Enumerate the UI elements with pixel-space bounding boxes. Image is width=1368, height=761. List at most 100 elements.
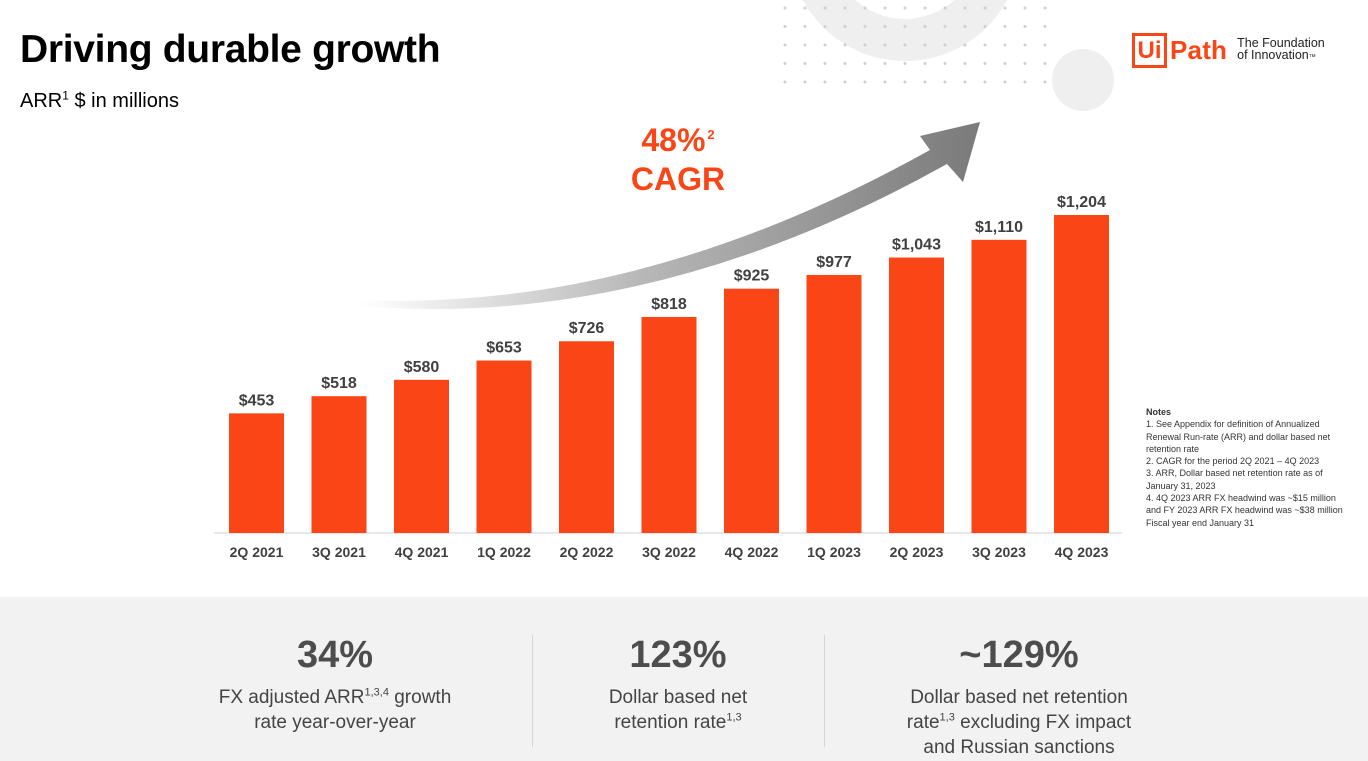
decor-dot <box>863 62 867 65</box>
category-tick-label: 4Q 2021 <box>395 544 449 560</box>
decor-dot <box>1023 80 1027 84</box>
decor-dot <box>983 62 987 65</box>
decor-dot <box>883 6 887 10</box>
bar-value-label: $580 <box>404 359 440 376</box>
decor-dot <box>923 25 927 28</box>
decor-dot <box>963 43 967 47</box>
decor-dot <box>1023 25 1027 28</box>
bar-value-label: $925 <box>734 268 770 285</box>
note-5: Fiscal year end January 31 <box>1146 517 1255 528</box>
decor-dot <box>983 80 987 84</box>
bar-2q-2022 <box>559 341 614 533</box>
decor-dot <box>783 43 787 47</box>
bar-value-label: $1,204 <box>1057 194 1106 211</box>
arr-bar-chart: $453 $518 $580 $653 $726 $818 $925 $977 $1,043 $1… <box>214 122 1122 560</box>
kpi-value: 123% <box>629 634 727 676</box>
decor-dot <box>903 43 907 47</box>
kpi-net-retention-ex-fx: ~129% Dollar based net retention rate1,3… <box>860 633 1178 760</box>
decor-dot <box>823 25 827 28</box>
decor-dot <box>1003 43 1007 47</box>
page-title: Driving durable growth <box>20 28 441 71</box>
kpi-description: Dollar based net retention rate1,3 exclu… <box>906 687 1132 758</box>
note-4: 4. 4Q 2023 ARR FX headwind was ~$15 mill… <box>1146 493 1343 516</box>
decor-dot <box>843 6 847 10</box>
decor-dot <box>923 80 927 84</box>
decor-dot <box>943 80 947 84</box>
bar-value-label: $818 <box>651 296 687 313</box>
decor-circle <box>1052 49 1114 111</box>
decor-dot <box>923 6 927 10</box>
decor-dot <box>903 62 907 65</box>
note-2: 2. CAGR for the period 2Q 2021 – 4Q 2023 <box>1146 456 1320 467</box>
bar-4q-2022 <box>724 288 779 533</box>
decor-dot <box>1043 43 1047 47</box>
decor-dot <box>1023 43 1027 47</box>
notes-title: Notes <box>1146 407 1172 417</box>
decor-dot <box>1003 6 1007 10</box>
decor-dot <box>783 80 787 84</box>
decor-dot <box>823 80 827 84</box>
decor-dot <box>903 25 907 28</box>
decor-dot <box>823 43 827 47</box>
bar-value-label: $518 <box>321 375 357 392</box>
decor-dot <box>983 43 987 47</box>
kpi-divider <box>532 635 533 747</box>
decor-dot <box>883 25 887 28</box>
decor-dot <box>843 62 847 65</box>
decor-dot <box>883 43 887 47</box>
kpi-net-retention: 123% Dollar based net retention rate1,3 <box>540 633 816 735</box>
bar-value-label: $977 <box>816 254 852 271</box>
decor-dot <box>883 62 887 65</box>
cagr-callout: 48% 2 CAGR <box>608 122 748 199</box>
kpi-divider <box>824 635 825 747</box>
bar-value-label: $1,043 <box>892 237 941 254</box>
kpi-panel: 34% FX adjusted ARR1,3,4 growth rate yea… <box>0 597 1368 761</box>
category-tick-label: 1Q 2023 <box>807 544 861 560</box>
bar-value-label: $726 <box>569 320 605 337</box>
kpi-value: ~129% <box>959 634 1079 676</box>
logo-tagline: The Foundation of Innovation™ <box>1237 36 1325 62</box>
decor-dot <box>963 80 967 84</box>
bar-value-label: $453 <box>239 392 275 409</box>
kpi-description: Dollar based net retention rate1,3 <box>608 687 748 733</box>
decor-dot <box>803 80 807 84</box>
category-tick-label: 3Q 2021 <box>312 544 366 560</box>
decor-dot <box>783 25 787 28</box>
note-1: 1. See Appendix for definition of Annual… <box>1146 419 1331 454</box>
decor-dot <box>783 62 787 65</box>
decor-dot <box>943 25 947 28</box>
bar-3q-2022 <box>641 316 697 533</box>
decor-dot <box>843 25 847 28</box>
decor-dot <box>923 43 927 47</box>
logo-wordmark: Path <box>1170 35 1228 65</box>
footnotes: Notes 1. See Appendix for definition of … <box>1146 406 1351 529</box>
decor-dot <box>803 43 807 47</box>
page-subtitle: ARR1 $ in millions <box>20 88 179 112</box>
bar-3q-2021 <box>311 396 367 533</box>
bar-4q-2021 <box>394 379 449 533</box>
decor-dot <box>803 6 807 10</box>
decor-dot <box>963 6 967 10</box>
logo-mark: Ui <box>1132 33 1167 68</box>
category-tick-label: 1Q 2022 <box>477 544 531 560</box>
decor-dot <box>823 62 827 65</box>
decor-dot <box>863 25 867 28</box>
bar-3q-2023 <box>971 239 1027 533</box>
decor-dot <box>943 6 947 10</box>
decor-dot <box>803 62 807 65</box>
decor-dot <box>963 25 967 28</box>
decor-dot <box>883 80 887 84</box>
decor-dot <box>823 6 827 10</box>
bar-1q-2023 <box>806 274 862 533</box>
decor-dot <box>783 6 787 10</box>
bar-value-label: $653 <box>486 340 522 357</box>
decor-dot <box>1023 6 1027 10</box>
decor-dot <box>863 6 867 10</box>
decor-dot <box>1043 80 1047 84</box>
category-tick-label: 4Q 2023 <box>1055 544 1109 560</box>
decor-dot <box>963 62 967 65</box>
decor-dot <box>843 80 847 84</box>
decor-dot <box>943 62 947 65</box>
uipath-logo: Ui Path The Foundation of Innovation™ <box>1132 33 1337 68</box>
decor-dot <box>903 6 907 10</box>
